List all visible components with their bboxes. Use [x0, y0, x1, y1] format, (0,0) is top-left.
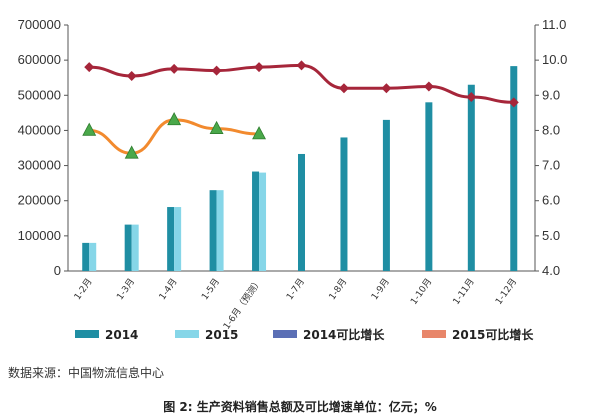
- bar-2015: [259, 172, 267, 271]
- y-right-tick-label: 8.0: [542, 122, 560, 137]
- x-tick-label: 1-12月: [493, 276, 519, 306]
- series-2014-growth-point: [508, 97, 519, 108]
- legend-label: 2014可比增长: [303, 327, 385, 342]
- series-2015-growth-point: [167, 112, 182, 126]
- x-tick-label: 1-10月: [408, 276, 434, 306]
- y-left-tick-label: 300000: [18, 158, 61, 173]
- bar-2014: [467, 84, 475, 271]
- bar-2014: [298, 153, 305, 271]
- y-left-tick-label: 400000: [18, 122, 61, 137]
- y-right-tick-label: 9.0: [542, 87, 560, 102]
- series-2014-growth-point: [169, 63, 180, 74]
- x-tick-label: 1-3月: [115, 276, 138, 302]
- x-tick-label: 1-5月: [199, 276, 222, 302]
- series-2014-growth-point: [381, 83, 392, 94]
- y-left-tick-label: 0: [54, 263, 61, 278]
- legend-label: 2015: [205, 328, 238, 342]
- series-2014-growth-point: [296, 60, 307, 71]
- legend-label: 2015可比增长: [452, 327, 534, 342]
- series-2014-growth-point: [338, 83, 349, 94]
- legend-label: 2014: [105, 328, 138, 342]
- x-tick-label: 1-11月: [451, 276, 477, 306]
- bar-2015: [131, 224, 139, 271]
- series-2015-growth-point: [124, 145, 139, 159]
- y-left-tick-label: 500000: [18, 87, 61, 102]
- bar-2014: [382, 119, 390, 271]
- series-2015-growth-point: [252, 126, 267, 140]
- x-tick-label: 1-2月: [72, 276, 95, 302]
- legend-swatch: [75, 330, 99, 338]
- bar-2015: [216, 190, 224, 271]
- series-2014-growth-point: [126, 70, 137, 81]
- bar-2014: [124, 224, 132, 271]
- bar-2014: [82, 242, 90, 271]
- series-2014-growth-point: [84, 62, 95, 73]
- chart: 0 100000 200000 300000 400000 500000 600000 700…: [18, 17, 568, 342]
- x-tick-label: 1-9月: [369, 276, 392, 302]
- bar-2014: [510, 66, 518, 271]
- bar-2014: [167, 207, 175, 271]
- x-tick-label: 1-6月（预测）: [221, 276, 264, 331]
- y-right-tick-label: 5.0: [542, 228, 560, 243]
- y-right-tick-label: 6.0: [542, 193, 560, 208]
- y-right-tick-label: 11.0: [542, 17, 566, 32]
- bar-2014: [340, 137, 348, 271]
- y-right-tick-label: 10.0: [542, 52, 567, 67]
- series-2014-growth-point: [423, 81, 434, 92]
- y-right-tick-label: 7.0: [542, 158, 560, 173]
- bar-2014: [252, 171, 260, 271]
- y-right-tick-label: 4.0: [542, 263, 560, 278]
- bar-2014: [209, 190, 217, 271]
- series-2014-growth-point: [254, 62, 265, 73]
- bar-2015: [174, 207, 182, 271]
- x-tick-label: 1-8月: [327, 276, 350, 302]
- x-tick-label: 1-7月: [284, 276, 307, 302]
- x-tick-label: 1-4月: [157, 276, 180, 302]
- bar-2014: [425, 102, 433, 271]
- legend-swatch: [273, 330, 297, 338]
- series-2014-growth-point: [211, 65, 222, 76]
- y-left-tick-label: 100000: [18, 228, 61, 243]
- bar-2015: [89, 242, 97, 271]
- source-note: 数据来源：中国物流信息中心: [8, 366, 165, 380]
- y-left-tick-label: 600000: [18, 52, 61, 67]
- y-left-tick-label: 200000: [18, 193, 61, 208]
- legend-swatch: [422, 330, 446, 338]
- series-2015-growth-point: [209, 120, 224, 134]
- y-left-tick-label: 700000: [18, 17, 61, 32]
- figure-caption: 图 2: 生产资料销售总额及可比增速单位：亿元；%: [163, 400, 437, 414]
- series-2015-growth-point: [82, 122, 97, 136]
- legend-swatch: [175, 330, 199, 338]
- series-2014-growth-line: [89, 63, 514, 104]
- series-2014-growth-point: [466, 92, 477, 103]
